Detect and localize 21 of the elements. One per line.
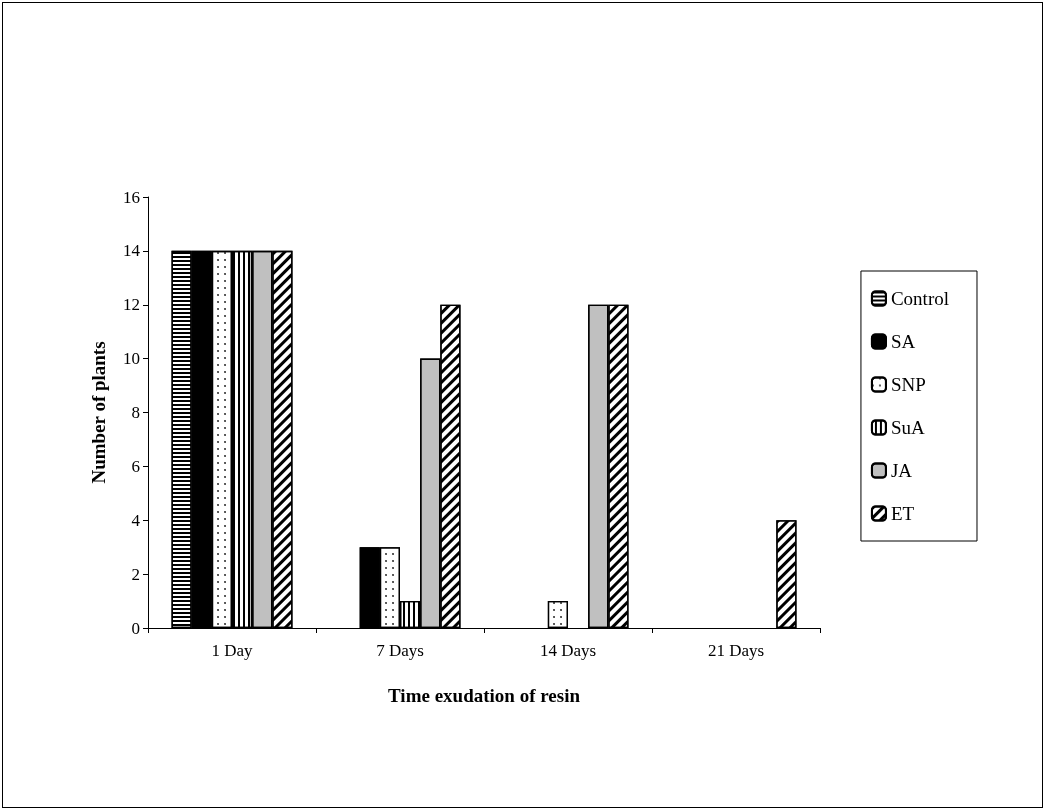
legend-label: SNP bbox=[890, 374, 926, 395]
y-tick-label: 8 bbox=[131, 403, 140, 422]
y-tick-label: 4 bbox=[131, 510, 141, 530]
y-tick-label: 16 bbox=[123, 187, 140, 207]
legend-label: JA bbox=[890, 460, 913, 481]
y-tick-label: 2 bbox=[131, 564, 140, 584]
legend-label: SuA bbox=[890, 417, 926, 438]
x-tick-label: 1 Day bbox=[211, 641, 254, 660]
x-tick-label: 14 Days bbox=[539, 641, 597, 660]
legend-label: Control bbox=[890, 288, 949, 309]
y-tick-label: 14 bbox=[123, 241, 141, 261]
legend-label: SA bbox=[890, 331, 916, 352]
x-axis-title: Time exudation of resin bbox=[388, 685, 581, 706]
legend-label: ET bbox=[890, 503, 915, 524]
x-tick-label: 21 Days bbox=[707, 641, 765, 660]
y-axis-title: Number of plants bbox=[88, 341, 109, 484]
y-tick-label: 0 bbox=[131, 618, 140, 638]
y-tick-label: 12 bbox=[123, 295, 140, 315]
y-tick-label: 10 bbox=[123, 349, 140, 369]
x-tick-label: 7 Days bbox=[376, 641, 424, 660]
y-tick-label: 6 bbox=[131, 456, 140, 476]
